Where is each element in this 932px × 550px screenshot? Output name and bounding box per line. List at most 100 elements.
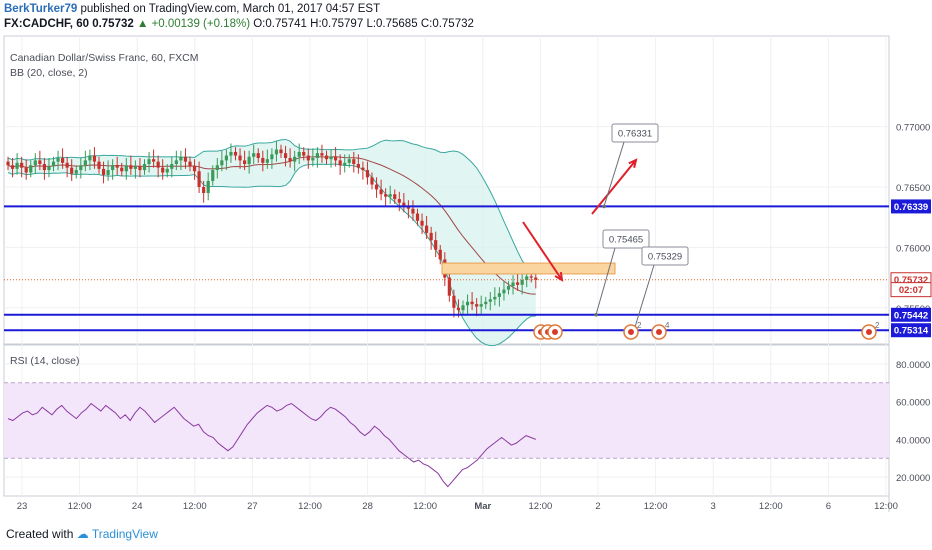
event-dot-icon <box>628 329 634 335</box>
bb-fill <box>8 139 536 346</box>
candle-body <box>297 151 301 157</box>
candle-body <box>97 161 101 169</box>
candle-body <box>311 157 315 161</box>
candle-body <box>33 160 37 166</box>
candle-body <box>174 160 178 165</box>
author-link[interactable]: BerkTurker79 <box>4 3 78 15</box>
down-arrow-line[interactable] <box>522 221 563 281</box>
candle-body <box>484 301 488 305</box>
price-mark-badge[interactable] <box>891 199 931 214</box>
candle-body <box>384 194 388 197</box>
candle-body <box>315 153 319 158</box>
candle-body <box>229 151 233 156</box>
candle-body <box>15 162 19 169</box>
candle-body <box>120 167 124 172</box>
candle-body <box>347 159 351 163</box>
candle-body <box>334 156 338 161</box>
callout-box[interactable] <box>602 229 650 249</box>
candle-body <box>183 156 188 162</box>
price-mark-label: 0.75442 <box>894 310 928 321</box>
candle-body <box>261 157 265 163</box>
candle-body <box>233 151 238 156</box>
candle-body <box>406 206 410 209</box>
open-label: O: <box>253 18 266 30</box>
candle-body <box>393 194 397 200</box>
candle-body <box>516 282 520 285</box>
candle-body <box>411 208 415 214</box>
candle-body <box>29 165 33 173</box>
candle-body <box>111 165 115 171</box>
candle-body <box>379 189 383 195</box>
candle-body <box>47 166 51 171</box>
candle-body <box>147 159 151 165</box>
callout-anchor <box>602 204 606 209</box>
bb-legend: BB (20, close, 2) <box>10 67 88 79</box>
candle-body <box>211 170 215 181</box>
candle-body <box>415 213 420 221</box>
time-tick-label: 12:00 <box>874 501 898 512</box>
candle-body <box>215 165 219 171</box>
time-tick-label: 24 <box>132 501 143 512</box>
candle-body <box>274 149 279 155</box>
up-arrow-line[interactable] <box>591 159 637 215</box>
price-axis[interactable]: 0.770000.765000.760000.755000.763390.757… <box>890 123 932 338</box>
time-tick-label: Mar <box>474 501 491 512</box>
rsi-band-fill <box>4 382 889 459</box>
change-value: +0.00139 (+0.18%) <box>151 18 251 30</box>
candle-body <box>142 164 147 171</box>
tradingview-link[interactable]: TradingView <box>91 527 158 541</box>
time-tick-label: 12:00 <box>529 501 553 512</box>
time-tick-label: 23 <box>17 501 28 512</box>
created-with-text: Created with <box>6 527 74 541</box>
candle-body <box>447 277 451 296</box>
price-tick-label: 0.76000 <box>896 243 930 254</box>
candle-body <box>101 168 106 175</box>
candle-body <box>115 165 119 168</box>
candle-body <box>493 296 497 300</box>
event-markers[interactable]: 2 4 2 <box>533 321 880 340</box>
callout-box[interactable] <box>611 123 659 143</box>
candle-body <box>56 157 60 162</box>
horizontal-levels[interactable] <box>4 205 889 332</box>
candle-body <box>179 156 183 161</box>
time-tick-label: 12:00 <box>644 501 668 512</box>
instrument-legend: Canadian Dollar/Swiss Franc, 60, FXCM <box>10 52 198 64</box>
candle-body <box>461 305 465 311</box>
up-arrow-icon: ▲ <box>136 18 149 30</box>
candle-body <box>247 156 251 165</box>
callout-pointer <box>633 264 655 331</box>
candle-body <box>429 232 433 241</box>
time-axis[interactable]: 23 12:00 24 12:00 27 12:00 28 12:00 Mar 12:00 2 12:… <box>17 501 898 512</box>
candle-body <box>192 166 197 172</box>
candle-body <box>252 153 256 157</box>
candle-body <box>38 160 42 165</box>
publish-info: BerkTurker79 published on TradingView.co… <box>4 3 380 15</box>
candle-body <box>520 279 524 285</box>
price-mark-badge[interactable] <box>891 323 931 338</box>
close-value: 0.75732 <box>432 18 474 30</box>
time-tick-label: 27 <box>247 501 258 512</box>
drawings[interactable]: 0.76331 0.75465 0.75329 <box>441 123 689 333</box>
candle-body <box>497 293 501 297</box>
time-tick-label: 12:00 <box>413 501 437 512</box>
callout-box[interactable] <box>641 246 689 266</box>
price-mark-badge[interactable] <box>891 307 931 322</box>
candle-body <box>293 156 297 162</box>
candle-body <box>138 166 142 171</box>
supply-zone-rectangle[interactable] <box>441 262 616 275</box>
time-tick-label: 12:00 <box>759 501 783 512</box>
candle-body <box>224 155 228 161</box>
price-mark-badge[interactable] <box>890 282 932 298</box>
candle-body <box>456 307 461 311</box>
time-tick-label: 3 <box>711 501 716 512</box>
candle-body <box>197 171 201 187</box>
rsi-line <box>7 402 536 488</box>
candle-body <box>238 155 242 161</box>
candle-body <box>65 162 69 168</box>
candle-body <box>20 162 24 168</box>
time-tick-label: 6 <box>826 501 831 512</box>
candle-body <box>361 167 365 171</box>
candle-body <box>388 194 392 197</box>
rsi-axis: 80.0000 60.0000 40.0000 20.0000 <box>896 360 930 484</box>
